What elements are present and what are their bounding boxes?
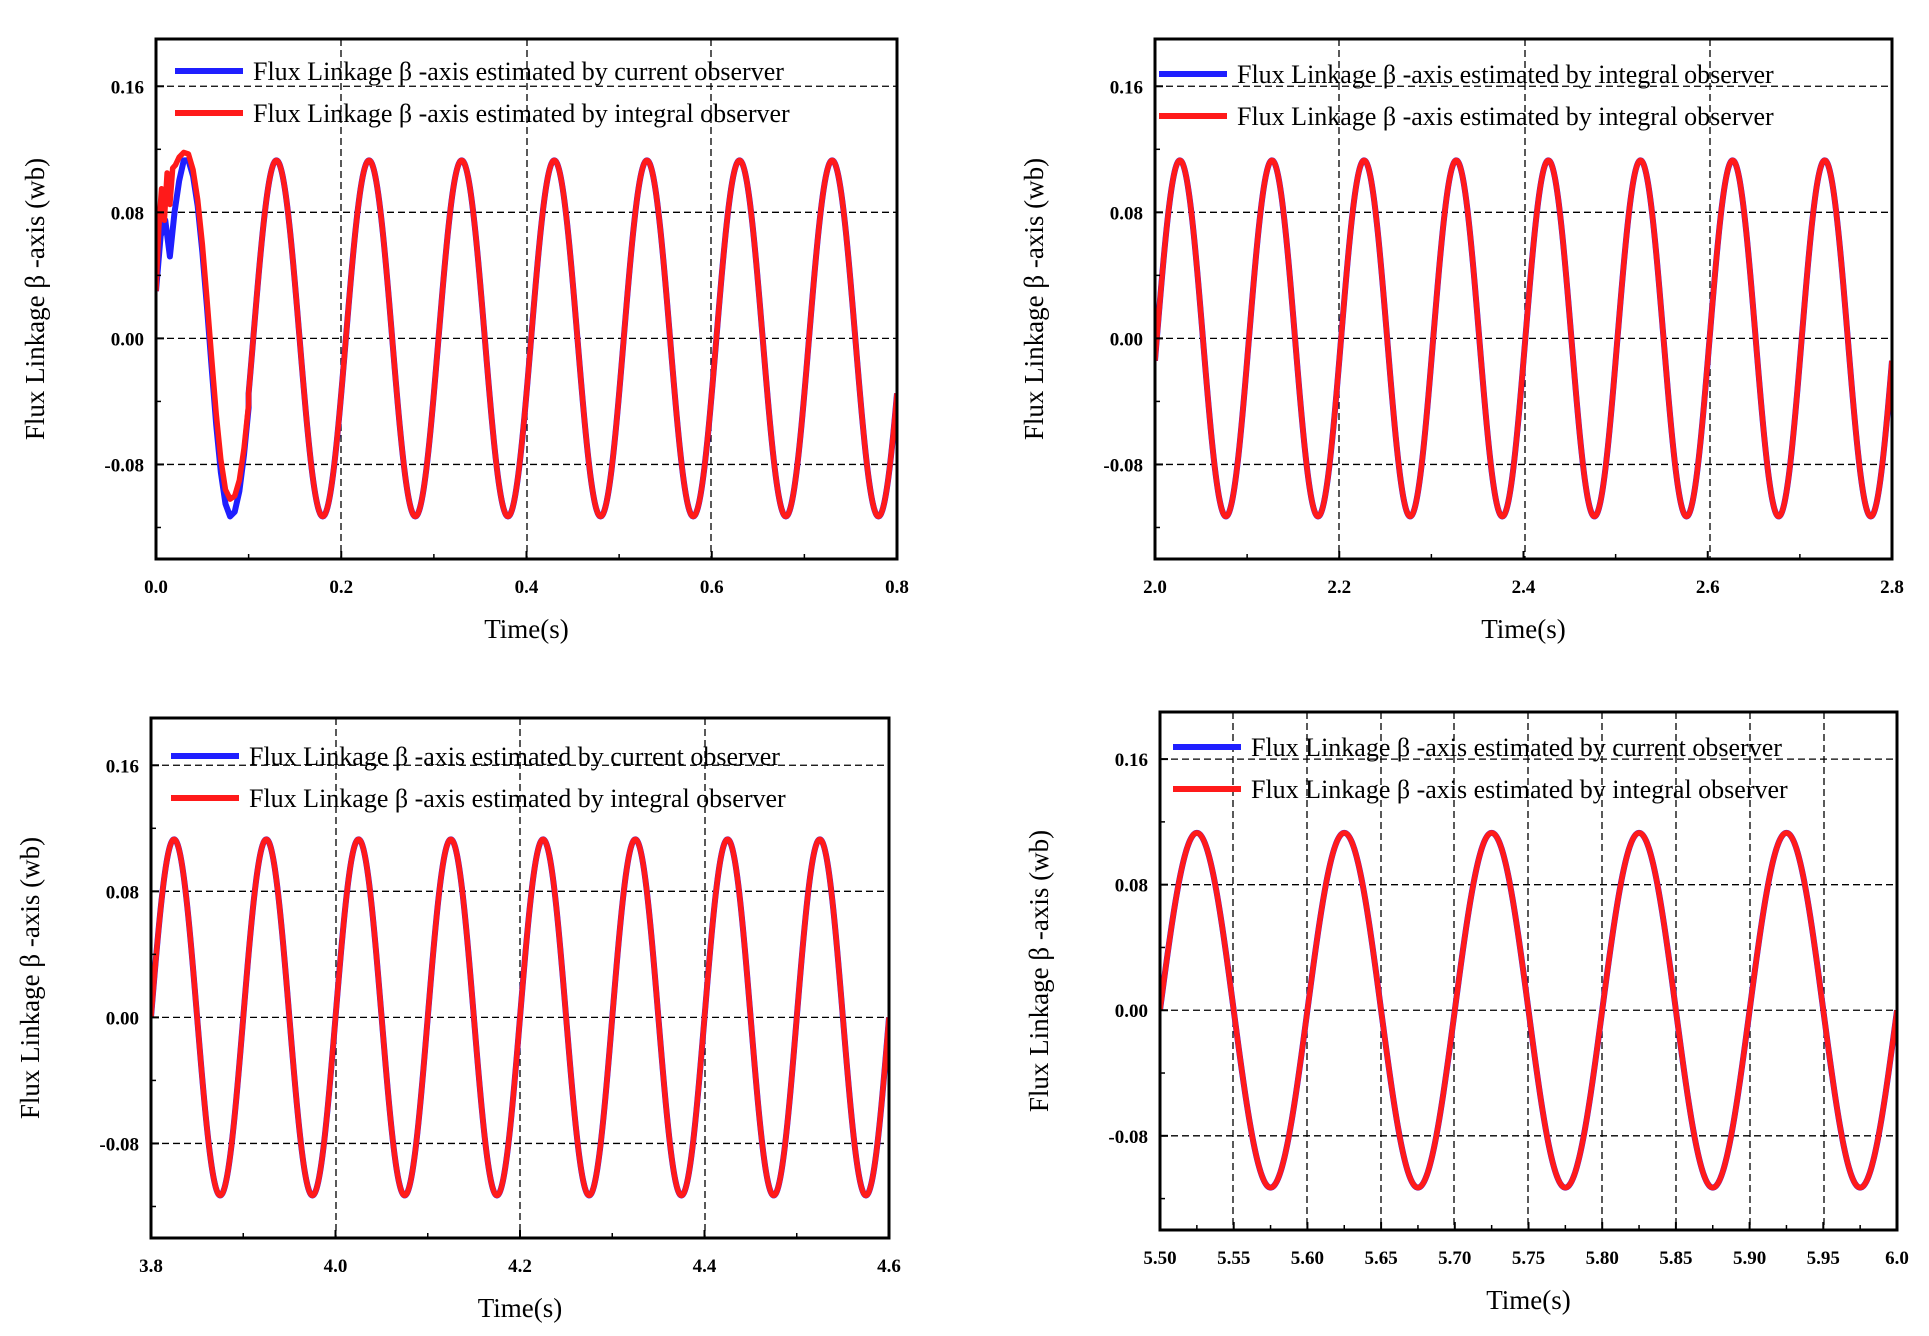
legend-label: Flux Linkage β -axis estimated by integr… [1251, 775, 1788, 804]
x-tick-label: 2.8 [1880, 577, 1904, 598]
chart-panel-2: 0.16 0.08 0.00 -0.08 2.0 2.2 2.4 2.6 2.8 Time(s) F… [1019, 37, 1904, 644]
chart-panel-3: 0.16 0.08 0.00 -0.08 3.8 4.0 4.2 4.4 4.6 Time(s) F… [15, 716, 901, 1323]
y-tick-label: 0.16 [111, 77, 144, 98]
x-tick-label: 0.4 [515, 577, 539, 598]
series-integral-line [156, 149, 897, 520]
x-tick-label: 2.0 [1143, 577, 1167, 598]
y-tick-label: 0.08 [1110, 203, 1143, 224]
x-tick-label: 2.4 [1512, 577, 1536, 598]
x-tick-label: 4.6 [877, 1256, 901, 1277]
series-group [1160, 829, 1897, 1191]
y-tick-label: 0.00 [111, 329, 144, 350]
y-tick-label: 0.08 [106, 882, 139, 903]
y-tick-label: -0.08 [1103, 455, 1143, 476]
y-tick-label: 0.00 [106, 1008, 139, 1029]
series-group [156, 149, 897, 520]
x-tick-label: 5.95 [1807, 1248, 1840, 1269]
x-axis-label: Time(s) [478, 1293, 563, 1323]
x-tick-label: 5.70 [1438, 1248, 1471, 1269]
legend-label: Flux Linkage β -axis estimated by integr… [1237, 60, 1774, 89]
x-axis-label: Time(s) [1486, 1285, 1571, 1315]
legend-label: Flux Linkage β -axis estimated by integr… [249, 784, 786, 813]
x-tick-label: 5.60 [1291, 1248, 1324, 1269]
x-tick-label: 5.55 [1217, 1248, 1250, 1269]
x-tick-label: 5.50 [1143, 1248, 1176, 1269]
y-tick-label: -0.08 [99, 1134, 139, 1155]
x-tick-label: 5.65 [1364, 1248, 1397, 1269]
legend-label: Flux Linkage β -axis estimated by curren… [253, 57, 784, 86]
x-tick-label: 5.90 [1733, 1248, 1766, 1269]
x-tick-label: 0.2 [329, 577, 353, 598]
series-group [1155, 157, 1892, 520]
x-axis-label: Time(s) [484, 614, 569, 644]
y-tick-label: 0.00 [1110, 329, 1143, 350]
y-tick-label: -0.08 [104, 455, 144, 476]
legend-label: Flux Linkage β -axis estimated by curren… [1251, 733, 1782, 762]
x-tick-label: 3.8 [139, 1256, 163, 1277]
x-tick-label: 0.0 [144, 577, 168, 598]
x-tick-label: 2.2 [1327, 577, 1351, 598]
x-tick-label: 5.85 [1659, 1248, 1692, 1269]
x-tick-label: 5.75 [1512, 1248, 1545, 1269]
legend-label: Flux Linkage β -axis estimated by integr… [253, 99, 790, 128]
x-tick-label: 4.0 [324, 1256, 348, 1277]
x-tick-label: 4.4 [693, 1256, 717, 1277]
series-group [151, 836, 889, 1199]
x-axis-label: Time(s) [1481, 614, 1566, 644]
x-tick-label: 6.0 [1885, 1248, 1909, 1269]
chart-panel-4: 0.16 0.08 0.00 -0.08 5.50 5.55 5.60 5.65 5.70 5.7… [1024, 710, 1909, 1315]
x-tick-label: 0.6 [700, 577, 724, 598]
series-integral-line [151, 836, 889, 1199]
x-tick-label: 0.8 [885, 577, 909, 598]
y-tick-label: 0.08 [111, 203, 144, 224]
x-tick-label: 5.80 [1586, 1248, 1619, 1269]
y-tick-label: 0.16 [1115, 750, 1148, 771]
y-tick-label: 0.16 [1110, 77, 1143, 98]
legend-label: Flux Linkage β -axis estimated by curren… [249, 742, 780, 771]
y-axis-label: Flux Linkage β -axis (wb) [20, 158, 50, 440]
x-tick-label: 2.6 [1696, 577, 1720, 598]
y-tick-label: -0.08 [1108, 1127, 1148, 1148]
chart-panel-1: 0.16 0.08 0.00 -0.08 0.0 0.2 0.4 0.6 0.8 Time(s) F… [20, 37, 909, 644]
series-integral-line [1160, 830, 1897, 1191]
y-tick-label: 0.16 [106, 756, 139, 777]
legend-label: Flux Linkage β -axis estimated by integr… [1237, 102, 1774, 131]
y-axis-label: Flux Linkage β -axis (wb) [1024, 830, 1054, 1112]
x-tick-label: 4.2 [508, 1256, 532, 1277]
y-tick-label: 0.00 [1115, 1001, 1148, 1022]
series-integral-line [1155, 157, 1892, 520]
y-axis-label: Flux Linkage β -axis (wb) [1019, 158, 1049, 440]
y-tick-label: 0.08 [1115, 876, 1148, 897]
y-axis-label: Flux Linkage β -axis (wb) [15, 837, 45, 1119]
